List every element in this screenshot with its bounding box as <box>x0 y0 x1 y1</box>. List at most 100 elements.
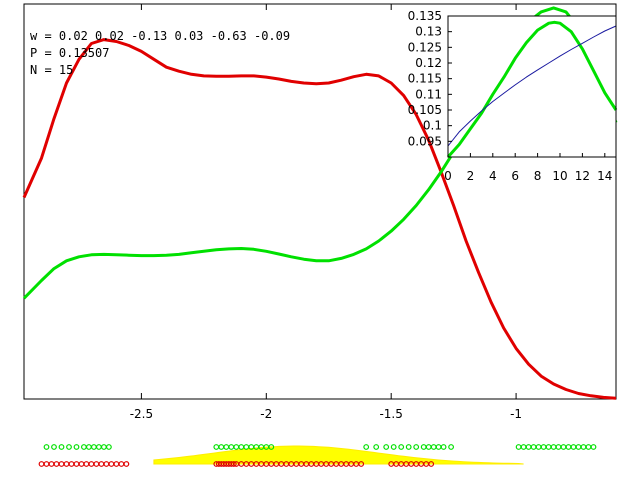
main-plot-frame <box>23 3 617 400</box>
sample-point-green <box>440 444 447 450</box>
main-series-red-line <box>22 38 617 400</box>
inset-y-tick-label: 0.095 <box>408 134 442 148</box>
sample-point-green <box>515 444 522 450</box>
sample-point-green <box>525 444 532 450</box>
sample-point-green <box>238 444 245 450</box>
main-x-tick-label: -1 <box>510 407 522 421</box>
main-x-ticks: -2.5 -2 -1.5 -1 <box>130 4 522 421</box>
sample-point-green <box>535 444 542 450</box>
sample-point-green <box>413 444 420 450</box>
inset-series-group <box>446 20 618 159</box>
sample-point-red <box>53 461 60 467</box>
sample-point-green <box>560 444 567 450</box>
sample-point-green <box>398 444 405 450</box>
sample-point-red <box>48 461 55 467</box>
sample-point-red <box>428 461 435 467</box>
sample-point-green <box>570 444 577 450</box>
sample-point-green <box>425 444 432 450</box>
sample-point-green <box>105 444 112 450</box>
sample-point-green <box>448 444 455 450</box>
sample-point-red <box>68 461 75 467</box>
sample-point-green <box>520 444 527 450</box>
sample-point-green <box>80 444 87 450</box>
sample-point-green <box>383 444 390 450</box>
sample-point-green <box>85 444 92 450</box>
sample-point-red <box>358 461 365 467</box>
sample-point-green <box>545 444 552 450</box>
sample-point-green <box>218 444 225 450</box>
sample-point-green <box>233 444 240 450</box>
sample-point-green <box>73 444 80 450</box>
inset-x-tick-label: 4 <box>489 169 497 183</box>
sample-point-green <box>90 444 97 450</box>
sample-point-red <box>43 461 50 467</box>
sample-point-green <box>66 444 72 450</box>
sample-point-green <box>565 444 572 450</box>
inset-x-tick-label: 0 <box>444 169 452 183</box>
inset-y-tick-label: 0.12 <box>415 56 442 70</box>
inset-y-tick-label: 0.125 <box>408 40 442 54</box>
sample-point-red <box>88 461 95 467</box>
weights-label: w = 0.02 0.02 -0.13 0.03 -0.63 -0.09 <box>30 29 290 43</box>
sample-point-green <box>223 444 230 450</box>
inset-x-tick-label: 6 <box>511 169 519 183</box>
sample-point-red <box>78 461 85 467</box>
sample-point-red <box>83 461 90 467</box>
sample-point-green <box>585 444 592 450</box>
inset-y-tick-label: 0.1 <box>423 119 442 133</box>
sample-point-green <box>58 444 65 450</box>
sample-point-red <box>38 461 45 467</box>
sample-point-red <box>123 461 130 467</box>
sample-point-green <box>555 444 562 450</box>
sample-point-green <box>430 444 437 450</box>
main-x-tick-label: -2 <box>260 407 272 421</box>
sample-point-green <box>540 444 547 450</box>
density-area <box>153 445 524 465</box>
main-x-tick-label: -1.5 <box>379 407 402 421</box>
sample-point-green <box>228 444 235 450</box>
inset-x-tick-label: 14 <box>597 169 612 183</box>
sample-point-green <box>580 444 587 450</box>
sample-point-green <box>435 444 442 450</box>
sample-point-red <box>63 461 70 467</box>
sample-point-red <box>118 461 125 467</box>
sample-point-green <box>363 444 370 450</box>
sample-point-green <box>51 444 57 450</box>
inset-x-tick-label: 12 <box>575 169 590 183</box>
sample-point-green <box>268 444 275 450</box>
sample-point-red <box>230 461 237 467</box>
inset-series-green-line <box>446 20 618 159</box>
sample-point-red <box>98 461 105 467</box>
sample-point-green <box>390 444 397 450</box>
inset-y-tick-label: 0.135 <box>408 9 442 23</box>
sample-point-green <box>95 444 102 450</box>
density-layer <box>153 445 524 465</box>
inset-frame <box>447 15 617 158</box>
probability-label: P = 0.13507 <box>30 46 109 60</box>
inset-x-tick-label: 10 <box>552 169 567 183</box>
inset-y-tick-label: 0.13 <box>415 25 442 39</box>
sample-points <box>38 444 597 467</box>
inset-y-tick-label: 0.11 <box>415 87 442 101</box>
sample-point-red <box>73 461 80 467</box>
inset-y-tick-label: 0.115 <box>408 72 442 86</box>
inset-background <box>448 16 616 157</box>
inset-x-tick-label: 2 <box>467 169 475 183</box>
main-x-tick-label: -2.5 <box>130 407 153 421</box>
sample-point-green <box>420 444 427 450</box>
sample-point-red <box>113 461 120 467</box>
sample-point-red <box>58 461 65 467</box>
sample-point-red <box>93 461 100 467</box>
sample-point-green <box>43 444 50 450</box>
sample-point-green <box>373 444 380 450</box>
sample-point-green <box>405 444 412 450</box>
sample-point-green <box>550 444 557 450</box>
sample-point-red <box>103 461 110 467</box>
sample-point-green <box>530 444 537 450</box>
sample-point-green <box>575 444 582 450</box>
sample-point-green <box>213 444 220 450</box>
